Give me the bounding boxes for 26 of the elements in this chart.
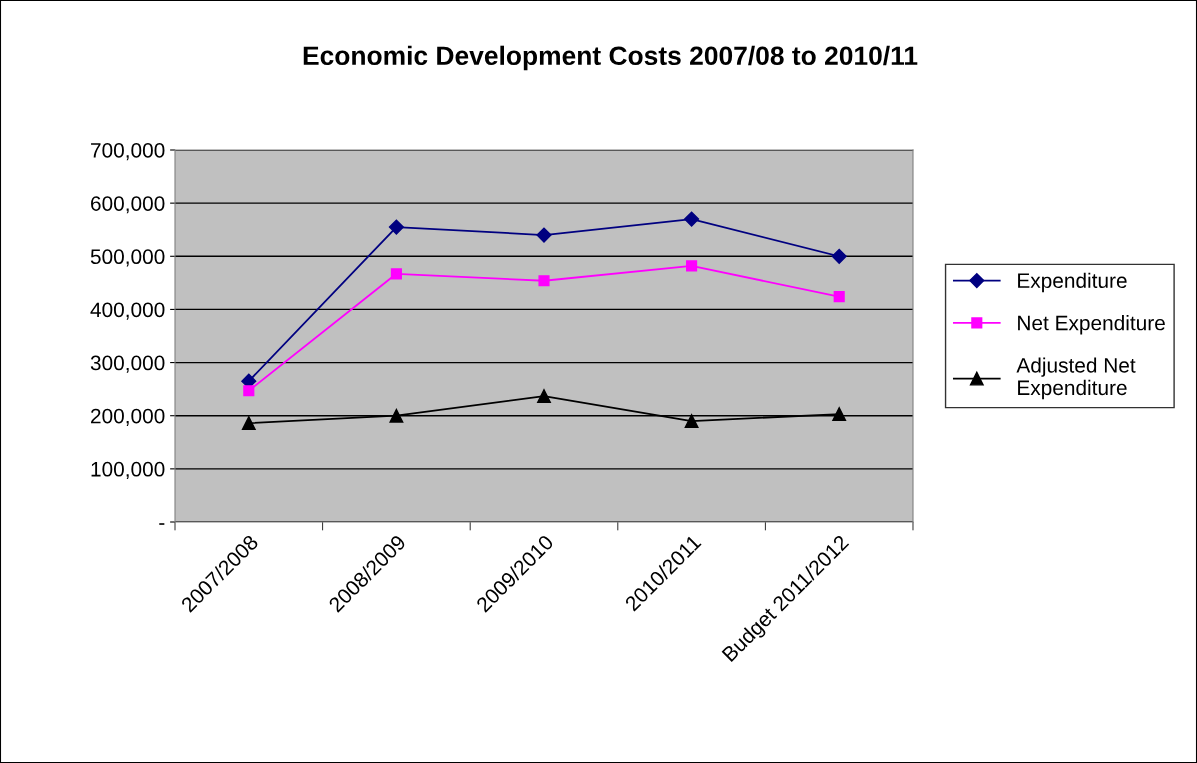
y-tick-label: 400,000 [90, 302, 165, 320]
point [536, 227, 552, 243]
point [389, 408, 404, 423]
y-tick-label: 100,000 [91, 461, 165, 480]
point [388, 219, 404, 235]
legend-label: Net Expenditure [1018, 315, 1165, 335]
y-tick-label: 300,000 [90, 355, 165, 373]
point [537, 389, 551, 403]
y-tick-label: 500,000 [90, 249, 165, 267]
y-tick-label: 200,000 [91, 408, 165, 426]
point [243, 385, 255, 397]
legend-label: Adjusted Net Expenditure [1016, 357, 1136, 400]
point [831, 248, 847, 264]
y-tick-label: 600,000 [91, 196, 165, 214]
point [686, 260, 698, 272]
point [832, 407, 847, 422]
point [390, 268, 402, 280]
point [833, 291, 845, 303]
y-tick-label: - [159, 523, 165, 525]
point [538, 275, 550, 287]
chart-title: Economic Development Costs 2007/08 to 2010/11 [303, 45, 918, 71]
y-tick-label: 700,000 [91, 143, 165, 161]
point [684, 414, 699, 428]
legend-label: Expenditure [1018, 272, 1127, 293]
point [684, 211, 700, 227]
point [241, 416, 256, 431]
